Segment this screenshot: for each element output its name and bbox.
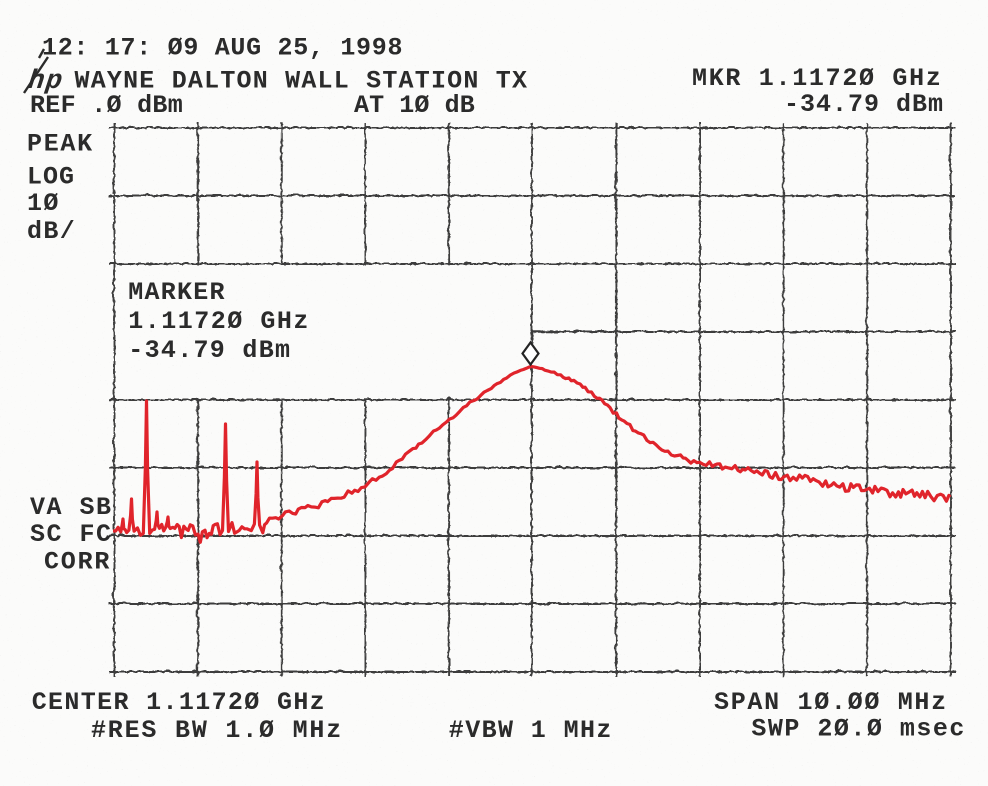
svg-text:CORR: CORR	[44, 548, 111, 577]
svg-text:1.1172Ø GHz: 1.1172Ø GHz	[128, 307, 310, 336]
svg-text:MKR 1.1172Ø GHz: MKR 1.1172Ø GHz	[692, 64, 943, 93]
svg-text:1Ø: 1Ø	[27, 189, 60, 218]
svg-text:CENTER 1.1172Ø GHz: CENTER 1.1172Ø GHz	[32, 688, 326, 717]
svg-text:PEAK: PEAK	[27, 130, 94, 159]
svg-text:dB/: dB/	[27, 217, 76, 246]
svg-text:#VBW 1 MHz: #VBW 1 MHz	[449, 716, 613, 745]
svg-text:12: 17: Ø9 AUG 25, 1998: 12: 17: Ø9 AUG 25, 1998	[42, 34, 403, 63]
svg-text:-34.79 dBm: -34.79 dBm	[128, 336, 291, 365]
svg-text:SWP 2Ø.Ø msec: SWP 2Ø.Ø msec	[751, 715, 966, 744]
svg-text:SC FC: SC FC	[30, 520, 113, 549]
svg-text:VA SB: VA SB	[30, 493, 113, 522]
svg-text:#RES BW 1.Ø MHz: #RES BW 1.Ø MHz	[91, 716, 343, 745]
svg-text:AT 1Ø dB: AT 1Ø dB	[354, 91, 475, 120]
svg-text:REF .Ø dBm: REF .Ø dBm	[30, 91, 183, 120]
svg-text:SPAN 1Ø.ØØ MHz: SPAN 1Ø.ØØ MHz	[714, 688, 948, 717]
svg-text:LOG: LOG	[27, 163, 75, 192]
svg-text:WAYNE DALTON WALL STATION TX: WAYNE DALTON WALL STATION TX	[75, 67, 529, 96]
svg-text:-34.79 dBm: -34.79 dBm	[784, 90, 944, 119]
svg-text:MARKER: MARKER	[128, 278, 226, 307]
